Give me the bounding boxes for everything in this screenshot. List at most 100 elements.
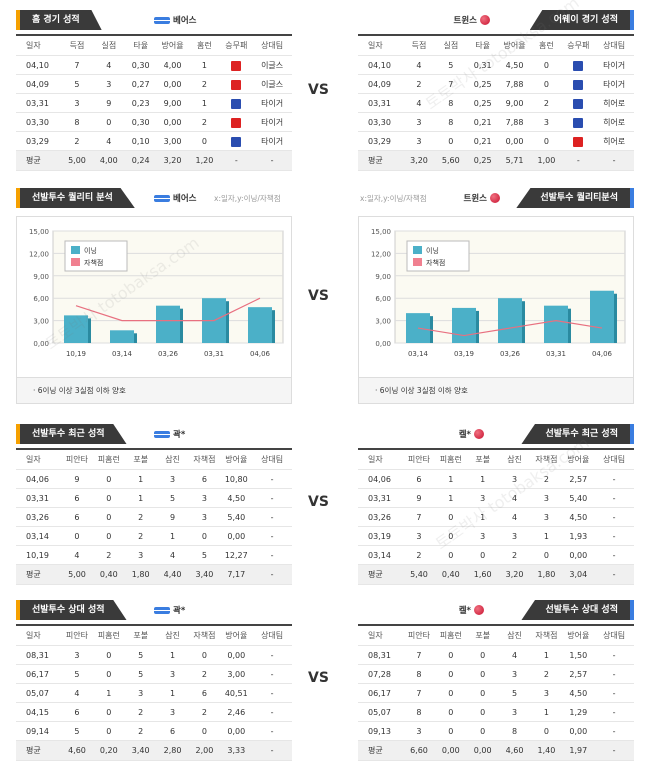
table-cell: 3: [170, 475, 176, 484]
table-cell: 1: [543, 532, 549, 541]
table-row: 03,31 4 8 0,25 9,00 2 W 히어로: [358, 94, 634, 113]
team-label: 베어스: [154, 192, 196, 204]
away-record-block: 트윈스 어웨이 경기 성적 일자 득점 실점 타율 방어율 홈런 승무패 상대팀 04,10 4 5…: [358, 10, 634, 171]
table-row: 06,17 5 0 5 3 2 3,00 -: [16, 665, 292, 684]
legend-label: 자책점: [426, 258, 445, 267]
table-cell: -: [270, 708, 274, 717]
table-cell: 8: [416, 670, 422, 679]
table-cell: 타이거: [261, 118, 284, 127]
table-cell: 2: [543, 475, 549, 484]
bears-logo-icon: [154, 16, 170, 24]
table-cell: 6: [201, 689, 207, 698]
table-cell: 0: [201, 651, 207, 660]
table-cell: 2,57: [569, 670, 588, 679]
header-cell: 방어율: [225, 631, 248, 640]
team-label: 곽*: [154, 604, 185, 616]
table-cell: 5,40: [227, 513, 246, 522]
table-cell: 2: [201, 708, 207, 717]
table-cell: 1: [480, 513, 486, 522]
y-tick-label: 15,00: [371, 228, 391, 236]
table-cell: 04,06: [26, 475, 49, 484]
y-tick-label: 9,00: [375, 273, 391, 281]
table-cell: 0,30: [131, 61, 150, 70]
table-cell: L: [220, 75, 252, 93]
section-tab: 선발투수 최근 성적: [16, 424, 127, 444]
table-cell: 03,29: [368, 137, 391, 146]
x-tick-label: 03,14: [408, 350, 429, 358]
legend-label: 이닝: [426, 246, 439, 255]
table-cell: -: [612, 651, 616, 660]
table-cell: 0: [480, 670, 486, 679]
table-cell: 0: [448, 513, 454, 522]
table-cell: 0: [543, 137, 549, 146]
table-cell: 1,29: [569, 708, 588, 717]
table-cell: 8: [448, 99, 454, 108]
table-cell: 04,10: [368, 61, 391, 70]
table-cell: 1,40: [537, 746, 556, 755]
table-row: 07,28 8 0 0 3 2 2,57 -: [358, 665, 634, 684]
table-cell: 0: [480, 727, 486, 736]
table-cell: 4,00: [99, 156, 118, 165]
table-cell: 12,27: [224, 551, 248, 560]
table-cell: 0,31: [473, 61, 492, 70]
table-cell: 8: [448, 118, 454, 127]
header-cell: 승무패: [567, 41, 590, 50]
chart-svg: 0,00 3,00 6,00 9,00 12,00 15,00 10,19 03,14 03,2…: [29, 228, 284, 358]
header-cell: 실점: [443, 41, 459, 50]
section-tab: 선발투수 상대 성적: [16, 600, 127, 620]
table-cell: 03,14: [26, 532, 49, 541]
chart-note: · 6이닝 이상 3실점 이하 양호: [17, 377, 291, 403]
table-cell: -: [612, 689, 616, 698]
vs-label: VS: [308, 670, 329, 686]
table-cell: 1: [170, 532, 176, 541]
table-row: 05,07 4 1 3 1 6 40,51 -: [16, 684, 292, 703]
table-cell: 이글스: [261, 61, 284, 70]
table-cell: 8: [416, 708, 422, 717]
header-cell: 일자: [26, 631, 41, 640]
table-cell: 2,00: [195, 746, 214, 755]
table-cell: 0,00: [227, 727, 246, 736]
table-row: 03,26 6 0 2 9 3 5,40 -: [16, 508, 292, 527]
section-tab: 선발투수 퀄리티 분석: [16, 188, 135, 208]
table-cell: 2: [543, 670, 549, 679]
axis-hint: x:일자,y:이닝/자책점: [360, 194, 427, 203]
table-row: 04,10 4 5 0,31 4,50 0 W 타이거: [358, 56, 634, 75]
table-cell: 03,26: [368, 513, 391, 522]
table-cell: 03,26: [26, 513, 49, 522]
header-cell: 포볼: [475, 631, 491, 640]
table-cell: 0,21: [473, 137, 492, 146]
header-cell: 실점: [101, 41, 117, 50]
header-cell: 피안타: [407, 631, 431, 640]
table-cell: 3: [416, 137, 422, 146]
table-row: 04,10 7 4 0,30 4,00 1 L 이글스: [16, 56, 292, 75]
table-row: 03,29 3 0 0,21 0,00 0 L 히어로: [358, 132, 634, 151]
table-cell: -: [612, 513, 616, 522]
pitcher-vs-block: 선발투수 상대 성적 곽* 일자 피안타 피홈런 포볼 삼진 자책점 방어율 상대팀 08,31…: [16, 600, 292, 761]
bar-shadow: [134, 333, 137, 343]
table-cell: 40,51: [224, 689, 248, 698]
table-cell: -: [270, 475, 274, 484]
table-cell: 5,71: [505, 156, 524, 165]
table-cell: 3,40: [195, 570, 214, 579]
table-cell: 0: [201, 137, 207, 146]
table-cell: W: [220, 132, 252, 150]
table-cell: 2: [201, 80, 207, 89]
table-cell: 0: [480, 551, 486, 560]
table-cell: 0: [448, 727, 454, 736]
table-cell: 평균: [368, 570, 383, 579]
y-tick-label: 12,00: [29, 250, 49, 258]
table-cell: 04,09: [26, 80, 49, 89]
y-tick-label: 6,00: [33, 295, 49, 303]
table-cell: 9: [416, 494, 422, 503]
table-cell: -: [270, 156, 274, 165]
table-cell: 평균: [26, 570, 41, 579]
table-cell: 0: [106, 118, 112, 127]
table-cell: -: [612, 727, 616, 736]
table-cell: 5,00: [68, 570, 86, 579]
bar-shadow: [180, 308, 183, 343]
table-cell: 3: [170, 708, 176, 717]
table-cell: 3: [416, 118, 422, 127]
table-cell: 1: [543, 708, 549, 717]
table-cell: 9: [170, 513, 176, 522]
table-cell: 0,40: [441, 570, 460, 579]
